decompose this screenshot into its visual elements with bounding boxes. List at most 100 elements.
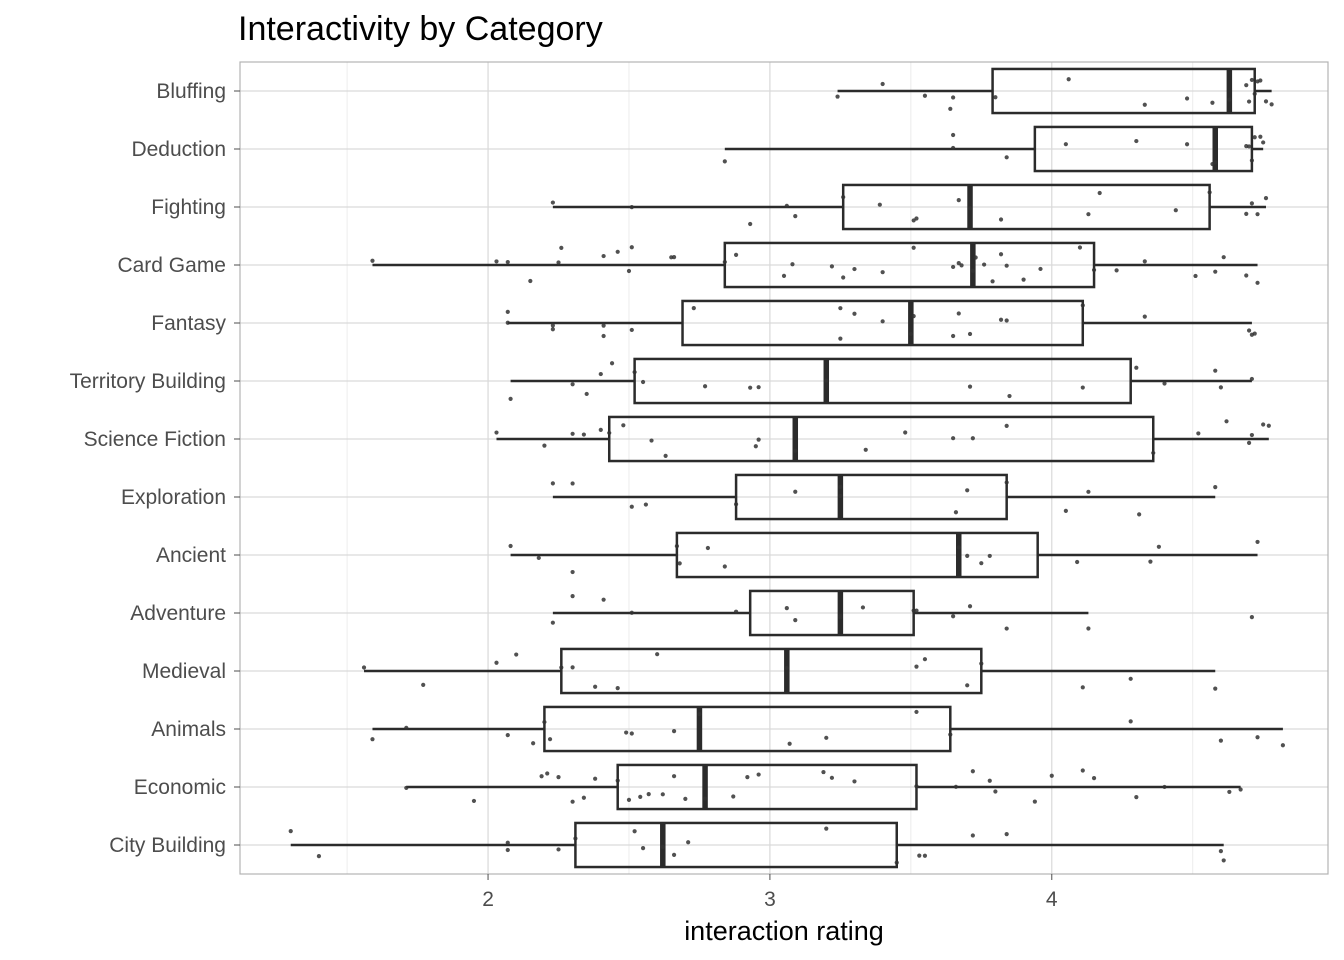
data-point [601, 253, 606, 259]
category-label: Exploration [121, 486, 226, 509]
box-card-game [372, 241, 1258, 289]
category-label: Bluffing [156, 80, 226, 103]
data-point [1128, 719, 1133, 724]
data-point [494, 259, 499, 264]
data-point [1063, 508, 1068, 513]
data-point [951, 145, 956, 151]
data-point [821, 769, 826, 775]
data-point [601, 597, 606, 602]
data-point [748, 221, 753, 227]
data-point [824, 826, 829, 831]
data-point [570, 569, 575, 575]
data-point [967, 604, 973, 609]
data-point [951, 264, 956, 270]
data-point [629, 731, 634, 736]
data-point [671, 774, 677, 779]
data-point [1249, 201, 1254, 206]
data-point [556, 774, 561, 780]
data-point [556, 847, 561, 852]
chart-title: Interactivity by Category [238, 10, 603, 48]
data-point [1021, 277, 1026, 282]
data-point [790, 262, 795, 267]
data-point [573, 836, 578, 841]
category-label: Science Fiction [84, 428, 226, 451]
data-point [691, 306, 696, 311]
data-point [733, 502, 739, 507]
data-point [494, 660, 499, 665]
x-axis-title: interaction rating [684, 916, 884, 946]
data-point [1148, 559, 1153, 564]
data-point [550, 200, 555, 205]
data-point [914, 216, 919, 221]
data-point [880, 319, 885, 324]
box-iqr [543, 705, 952, 753]
data-point [1249, 432, 1254, 438]
data-point [607, 430, 612, 436]
data-point [677, 561, 682, 566]
data-point [1007, 393, 1012, 399]
data-point [550, 327, 555, 332]
data-point [922, 93, 928, 98]
x-tick-label: 2 [482, 888, 494, 911]
box-iqr [574, 821, 898, 869]
data-point [640, 846, 646, 851]
data-point [1252, 91, 1257, 96]
data-point [629, 610, 634, 615]
data-point [965, 488, 970, 493]
data-point [993, 95, 998, 100]
data-point [951, 132, 956, 138]
data-point [421, 682, 426, 687]
box-iqr [991, 67, 1256, 115]
data-point [1218, 738, 1223, 743]
data-point [1213, 686, 1218, 691]
data-point [1244, 211, 1249, 216]
data-point [956, 311, 961, 316]
data-point [570, 594, 575, 599]
data-point [1091, 267, 1097, 273]
data-point [1004, 626, 1009, 631]
data-point [1227, 97, 1232, 102]
data-point [1252, 331, 1257, 336]
data-point [914, 608, 919, 613]
data-point [404, 785, 409, 791]
data-point [951, 436, 956, 441]
data-point [880, 81, 885, 87]
data-point [643, 502, 648, 507]
data-point [288, 829, 293, 834]
data-point [705, 545, 710, 551]
data-point [1162, 784, 1167, 790]
data-point [1280, 743, 1286, 748]
data-point [1004, 480, 1009, 485]
data-point [793, 214, 798, 219]
data-point [1134, 795, 1139, 800]
box-territory-building [510, 357, 1252, 405]
data-point [505, 259, 510, 265]
data-point [505, 320, 510, 325]
data-point [970, 436, 975, 441]
data-point [922, 853, 928, 858]
x-tick-label: 4 [1046, 888, 1058, 911]
data-point [1213, 485, 1218, 490]
data-point [660, 844, 665, 849]
data-point [514, 652, 519, 657]
data-point [593, 776, 598, 781]
category-label: Fantasy [151, 312, 226, 335]
data-point [660, 792, 665, 797]
data-point [877, 202, 882, 207]
data-point [638, 794, 643, 800]
data-point [404, 725, 409, 730]
category-label: City Building [109, 834, 226, 857]
data-point [852, 779, 857, 784]
box-fighting [552, 183, 1266, 231]
data-point [1134, 138, 1139, 144]
data-point [361, 665, 367, 670]
data-point [948, 106, 953, 111]
box-iqr [734, 473, 1008, 521]
data-point [838, 336, 843, 341]
data-point [542, 719, 547, 725]
data-point [953, 784, 959, 789]
data-point [956, 197, 961, 203]
data-point [1249, 77, 1254, 83]
data-point [570, 431, 575, 436]
